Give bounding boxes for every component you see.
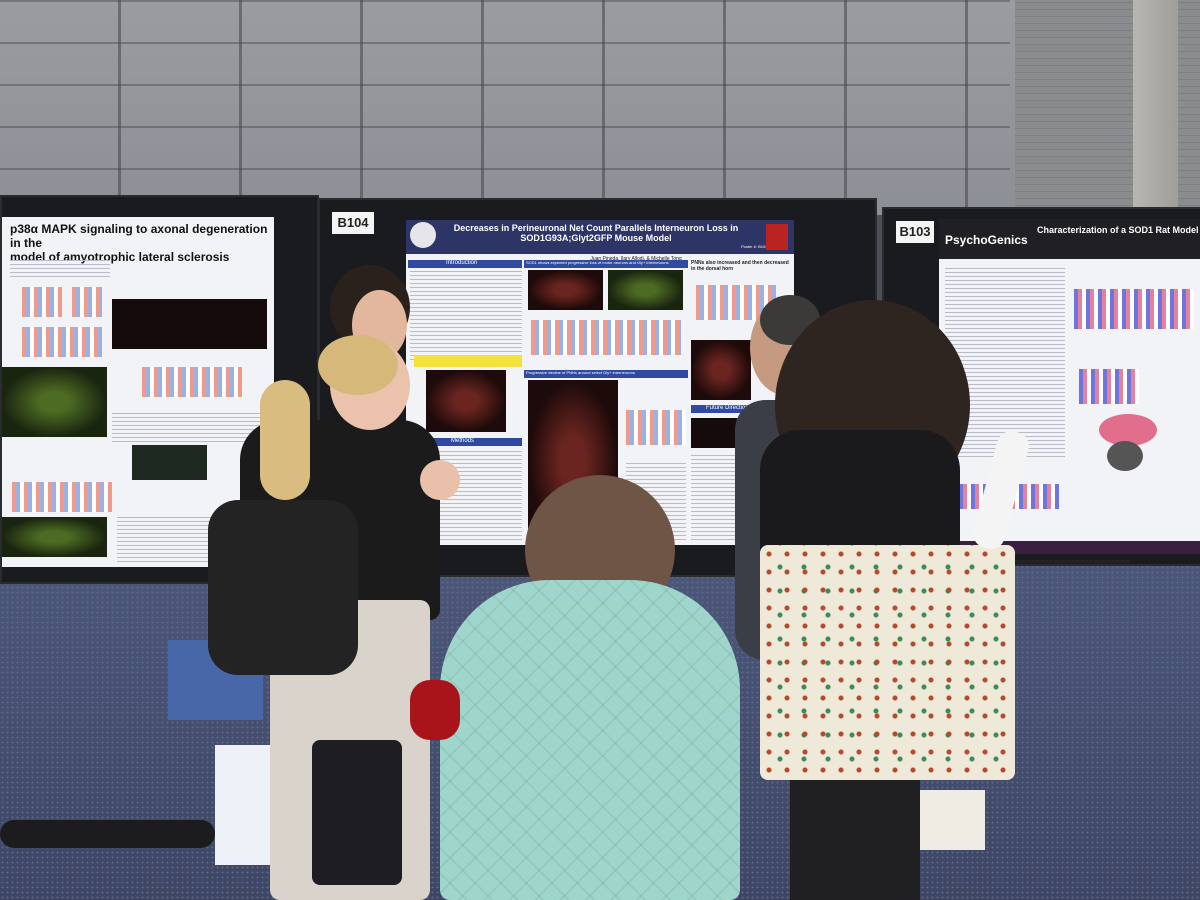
poster-left-bar-chart bbox=[22, 327, 102, 357]
brand-logo: PsychoGenics bbox=[945, 233, 1028, 247]
bar-chart-3 bbox=[626, 410, 686, 445]
section-intro: Introduction bbox=[446, 260, 478, 266]
spinal-cord-image bbox=[426, 370, 506, 432]
concrete-pillar bbox=[1133, 0, 1178, 212]
poster-left-text bbox=[112, 412, 262, 442]
micro-red-1 bbox=[528, 270, 603, 310]
poster-left-microscopy-green bbox=[2, 367, 107, 437]
heading-1: SOD1 shows expected progressive loss of … bbox=[526, 260, 669, 265]
pie-gray bbox=[1107, 441, 1143, 471]
poster-left-title-line1: p38α MAPK signaling to axonal degenerati… bbox=[10, 222, 268, 250]
red-handle bbox=[410, 680, 460, 740]
section-methods-bar bbox=[408, 438, 522, 446]
booth-tag-left: B104 bbox=[332, 212, 374, 234]
easel-stand bbox=[1010, 560, 1130, 603]
intro-text bbox=[410, 270, 522, 360]
heading-1-bar bbox=[524, 260, 688, 268]
tote-bag bbox=[760, 545, 1015, 780]
poster-center-title-line2: SOD1G93A;Glyt2GFP Mouse Model bbox=[520, 233, 672, 244]
poster-left-bar-chart bbox=[142, 367, 242, 397]
poster-right-title: Characterization of a SOD1 Rat Model of … bbox=[1037, 225, 1200, 235]
section-intro-bar bbox=[408, 260, 522, 268]
poster-left-bar-chart bbox=[12, 482, 112, 512]
poster-right-bar-chart bbox=[1074, 289, 1194, 329]
micro-green-1 bbox=[608, 270, 683, 310]
micro-red-2 bbox=[691, 340, 751, 400]
section-future-bar bbox=[691, 405, 791, 413]
poster-center-header bbox=[406, 220, 794, 254]
heading-3-bar bbox=[524, 370, 688, 378]
poster-right-header bbox=[939, 219, 1200, 259]
poster-left-bar-chart bbox=[22, 287, 62, 317]
poster-center-id: Poster #: B104 bbox=[741, 244, 768, 249]
poster-left-text bbox=[10, 257, 110, 277]
poster-left-microscopy bbox=[112, 299, 267, 349]
backpack bbox=[208, 500, 358, 675]
section-methods: Methods bbox=[451, 438, 475, 444]
poster-left-microscopy-green bbox=[2, 517, 107, 557]
poster-left-gel bbox=[132, 445, 207, 480]
bar-chart-1 bbox=[531, 320, 681, 355]
poster-center-title-line1: Decreases in Perineuronal Net Count Para… bbox=[453, 223, 739, 233]
rolling-basket bbox=[312, 740, 402, 885]
poster-tube bbox=[0, 820, 215, 848]
booth-tag-right: B103 bbox=[896, 221, 934, 243]
poster-left-bar-chart bbox=[72, 287, 102, 317]
university-crest-icon bbox=[766, 224, 788, 250]
university-seal-icon bbox=[410, 222, 436, 248]
hypothesis-box bbox=[414, 355, 522, 367]
heading-2: PNNs also increased and then decreased i… bbox=[691, 260, 789, 272]
pie-pink bbox=[1099, 414, 1157, 446]
poster-right-bar-chart bbox=[1079, 369, 1139, 404]
section-future: Future Directions bbox=[706, 405, 752, 411]
poster-center-title: Decreases in Perineuronal Net Count Para… bbox=[446, 223, 746, 244]
poster-center-authors: Juan Pineda, Ilary Allodi, & Michelle To… bbox=[590, 256, 682, 262]
shopping-bag-white bbox=[215, 745, 280, 865]
poster-right: PsychoGenics Characterization of a SOD1 … bbox=[939, 219, 1200, 554]
wall-panels bbox=[0, 0, 1010, 210]
heading-3: Progressive decline of PNNs around selec… bbox=[526, 370, 635, 375]
